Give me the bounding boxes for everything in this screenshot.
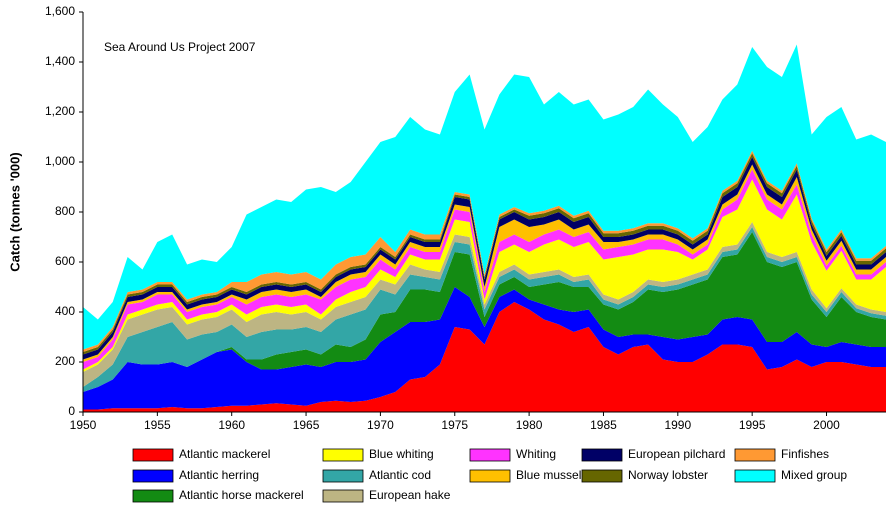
x-tick-label: 1965 bbox=[293, 418, 320, 432]
y-tick-label: 400 bbox=[55, 304, 75, 318]
y-tick-label: 1,400 bbox=[45, 54, 75, 68]
x-tick-label: 1955 bbox=[144, 418, 171, 432]
y-tick-label: 800 bbox=[55, 204, 75, 218]
legend-swatch bbox=[132, 448, 174, 462]
area bbox=[83, 287, 886, 410]
legend-label: Finfishes bbox=[781, 447, 829, 461]
legend-label: Atlantic mackerel bbox=[179, 447, 270, 461]
x-tick-label: 1975 bbox=[441, 418, 468, 432]
y-axis-label: Catch (tonnes '000) bbox=[7, 152, 22, 271]
legend-swatch bbox=[322, 469, 364, 483]
legend-label: Whiting bbox=[516, 447, 556, 461]
x-tick-label: 1970 bbox=[367, 418, 394, 432]
y-tick-label: 1,600 bbox=[45, 4, 75, 18]
legend-label: Atlantic cod bbox=[369, 468, 431, 482]
legend-label: European pilchard bbox=[628, 447, 725, 461]
legend-label: Mixed group bbox=[781, 468, 847, 482]
area bbox=[83, 44, 886, 350]
area bbox=[83, 232, 886, 392]
legend-swatch bbox=[581, 448, 623, 462]
legend-label: Norway lobster bbox=[628, 468, 708, 482]
legend-label: Atlantic horse mackerel bbox=[179, 488, 304, 502]
x-tick-label: 1950 bbox=[70, 418, 97, 432]
legend-swatch bbox=[734, 469, 776, 483]
legend-swatch bbox=[469, 448, 511, 462]
x-tick-label: 2000 bbox=[813, 418, 840, 432]
annotation: Sea Around Us Project 2007 bbox=[104, 40, 256, 54]
x-tick-label: 1960 bbox=[218, 418, 245, 432]
y-tick-label: 1,200 bbox=[45, 104, 75, 118]
x-tick-label: 1980 bbox=[516, 418, 543, 432]
y-tick-label: 0 bbox=[68, 404, 75, 418]
legend-label: Blue mussel bbox=[516, 468, 581, 482]
legend-label: Blue whiting bbox=[369, 447, 434, 461]
legend-label: European hake bbox=[369, 488, 451, 502]
x-tick-label: 1995 bbox=[739, 418, 766, 432]
area bbox=[83, 302, 886, 412]
y-tick-label: 1,000 bbox=[45, 154, 75, 168]
x-tick-label: 1985 bbox=[590, 418, 617, 432]
y-tick-label: 200 bbox=[55, 354, 75, 368]
legend-swatch bbox=[469, 469, 511, 483]
x-tick-label: 1990 bbox=[664, 418, 691, 432]
legend-swatch bbox=[734, 448, 776, 462]
legend-swatch bbox=[322, 448, 364, 462]
legend-swatch bbox=[132, 489, 174, 503]
y-tick-label: 600 bbox=[55, 254, 75, 268]
legend-swatch bbox=[132, 469, 174, 483]
legend-label: Atlantic herring bbox=[179, 468, 259, 482]
legend-swatch bbox=[322, 489, 364, 503]
legend-swatch bbox=[581, 469, 623, 483]
